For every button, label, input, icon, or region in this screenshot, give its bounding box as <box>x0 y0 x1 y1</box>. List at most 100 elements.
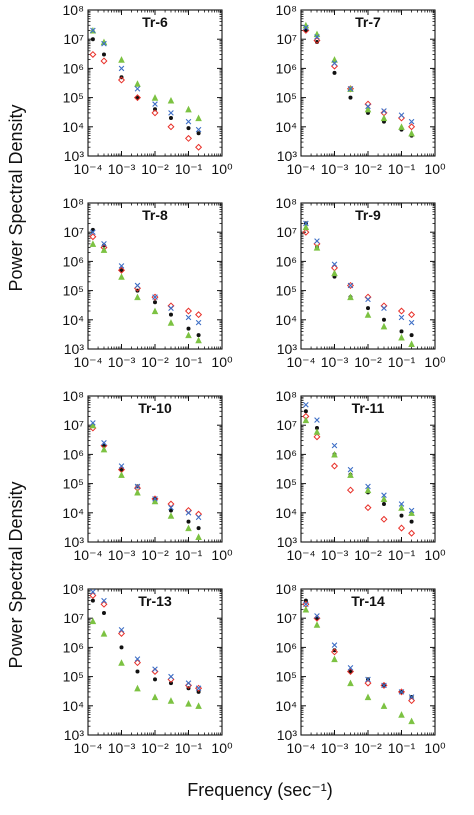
y-tick-label: 10⁶ <box>276 253 297 269</box>
data-point-green <box>331 269 338 277</box>
data-point-red <box>380 515 388 523</box>
data-point-black <box>135 95 140 100</box>
data-point-black <box>303 28 308 33</box>
data-point-green <box>408 340 415 347</box>
data-point-red <box>364 679 372 687</box>
series-black <box>303 598 414 700</box>
data-point-black <box>101 611 106 616</box>
y-tick-label: 10⁸ <box>276 581 298 597</box>
data-point-blue <box>303 24 309 31</box>
y-tick-label: 10⁷ <box>63 224 84 240</box>
data-point-red <box>408 123 416 131</box>
x-tick-label: 10⁻¹ <box>388 740 416 756</box>
data-point-black <box>409 519 414 524</box>
data-point-black <box>90 598 95 603</box>
x-tick-label: 10⁻¹ <box>175 740 203 756</box>
data-point-red <box>397 114 406 122</box>
y-tick-label: 10⁵ <box>276 283 297 299</box>
data-point-black <box>332 70 337 75</box>
data-point-blue <box>314 238 320 244</box>
data-point-green <box>380 114 388 122</box>
data-point-green <box>134 488 141 496</box>
y-tick-label: 10³ <box>277 727 298 743</box>
data-point-green <box>134 684 141 692</box>
data-point-blue <box>118 65 125 72</box>
data-point-blue <box>168 673 174 680</box>
data-point-red <box>167 123 175 131</box>
data-point-green <box>89 617 97 625</box>
data-point-green <box>398 711 405 718</box>
data-point-green <box>331 450 338 458</box>
data-point-green <box>89 240 97 247</box>
data-point-green <box>408 509 415 516</box>
panels-group: 10⁻⁴ 10⁻³ 10⁻² 10⁻¹ 10⁰ 10³ 10⁴ 10⁵ 10⁶ 10⁷ 10⁸ Tr-… <box>62 2 446 756</box>
plot-frame <box>87 395 223 543</box>
data-point-red <box>346 667 354 675</box>
data-point-blue <box>152 101 158 107</box>
series-green <box>302 416 415 516</box>
data-point-green <box>118 56 125 63</box>
data-point-black <box>186 519 191 524</box>
series-red <box>89 233 203 319</box>
x-tick-label: 10⁻¹ <box>175 354 203 370</box>
x-tick-label: 10⁰ <box>211 354 233 370</box>
data-point-red <box>151 109 159 117</box>
data-point-green <box>347 293 354 301</box>
series-blue <box>303 24 415 125</box>
data-point-blue <box>152 294 158 300</box>
data-point-red <box>89 50 97 58</box>
y-tick-label: 10⁷ <box>276 31 297 47</box>
data-point-black <box>348 95 353 100</box>
plot-frame <box>300 202 436 350</box>
x-tick-label: 10⁻¹ <box>175 161 203 177</box>
data-point-red <box>397 307 406 315</box>
data-point-green <box>347 471 354 478</box>
data-point-red <box>184 307 193 315</box>
y-axis-label-top: Power Spectral Density <box>6 104 26 291</box>
y-tick-label: 10³ <box>64 341 85 357</box>
series-green <box>302 21 415 137</box>
data-point-blue <box>347 466 354 473</box>
x-tick-label: 10⁻⁴ <box>74 354 103 370</box>
series-black <box>90 37 201 136</box>
data-point-black <box>314 426 319 431</box>
panel-title: Tr-8 <box>142 207 168 223</box>
series-red <box>89 424 203 518</box>
series-green <box>89 26 202 122</box>
x-tick-label: 10⁻³ <box>321 547 349 563</box>
data-point-green <box>151 94 159 101</box>
data-point-blue <box>381 305 387 311</box>
data-point-black <box>196 526 201 531</box>
panel-tr-6: 10⁻⁴ 10⁻³ 10⁻² 10⁻¹ 10⁰ 10³ 10⁴ 10⁵ 10⁶ 10⁷ 10⁸ Tr-… <box>62 2 233 177</box>
data-point-green <box>380 322 388 330</box>
data-point-blue <box>168 504 174 511</box>
y-tick-label: 10⁶ <box>63 446 84 462</box>
plot-frame <box>87 588 223 736</box>
data-point-blue <box>101 597 107 604</box>
x-tick-label: 10⁻⁴ <box>74 161 103 177</box>
data-point-green <box>313 428 321 435</box>
plot-frame <box>87 202 223 350</box>
panel-tr-13: 10⁻⁴ 10⁻³ 10⁻² 10⁻¹ 10⁰ 10³ 10⁴ 10⁵ 10⁶ 10⁷ 10⁸ Tr-… <box>62 581 233 756</box>
data-point-red <box>167 500 175 508</box>
x-tick-label: 10⁻⁴ <box>287 161 316 177</box>
y-tick-label: 10⁶ <box>276 639 297 655</box>
panel-tr-9: 10⁻⁴ 10⁻³ 10⁻² 10⁻¹ 10⁰ 10³ 10⁴ 10⁵ 10⁶ 10⁷ 10⁸ Tr-… <box>275 195 446 370</box>
data-point-blue <box>90 420 96 426</box>
x-tick-label: 10⁰ <box>424 547 446 563</box>
data-point-green <box>331 56 338 63</box>
data-point-red <box>100 57 108 65</box>
y-tick-label: 10⁴ <box>275 698 297 714</box>
y-tick-label: 10⁴ <box>275 505 297 521</box>
data-point-black <box>186 326 191 331</box>
data-point-black <box>348 669 353 674</box>
data-point-green <box>185 105 192 113</box>
x-tick-label: 10⁻⁴ <box>287 354 316 370</box>
data-point-red <box>89 233 97 241</box>
data-point-blue <box>185 118 192 125</box>
x-tick-label: 10⁻² <box>141 161 169 177</box>
data-point-green <box>331 655 338 663</box>
data-point-green <box>100 629 108 637</box>
series-red <box>302 600 416 705</box>
y-tick-label: 10⁴ <box>275 119 297 135</box>
